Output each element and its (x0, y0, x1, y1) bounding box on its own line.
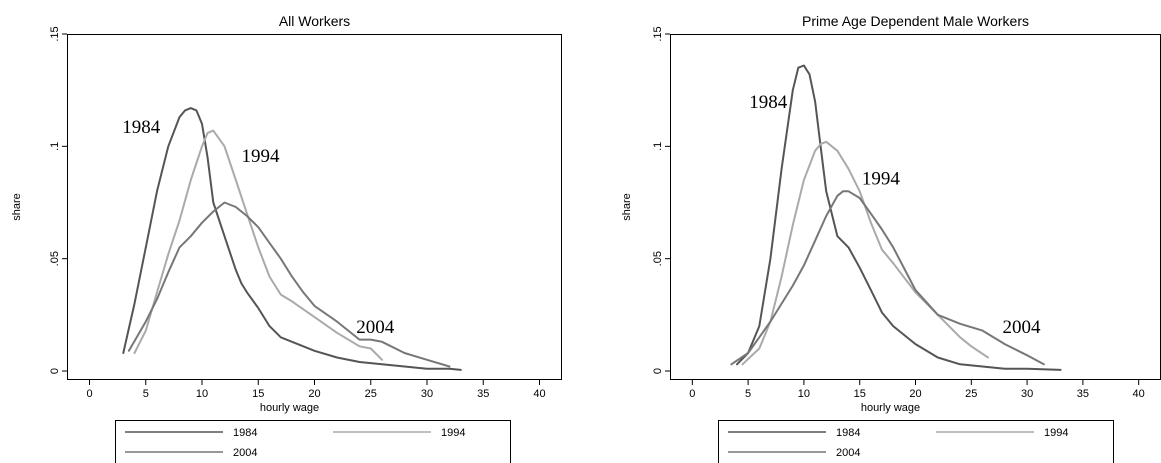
x-tick-label: 25 (365, 388, 377, 400)
chart-panel-1: All Workers 0 5 10 15 20 25 30 35 40 0 .05 .1 .15 hour… (11, 13, 562, 463)
plot-frame (670, 34, 1161, 380)
x-tick-label: 0 (689, 388, 695, 400)
plot-frame (67, 34, 562, 380)
x-tick-label: 20 (308, 388, 320, 400)
y-tick-label: .15 (652, 26, 664, 41)
annotation-1994: 1994 (242, 146, 281, 167)
annotation-1984: 1984 (749, 92, 788, 113)
chart-title: All Workers (279, 13, 350, 29)
y-tick-label: .05 (652, 251, 664, 266)
y-tick-label: 0 (652, 368, 664, 374)
annotation-1984: 1984 (122, 117, 161, 138)
x-axis-label: hourly wage (260, 402, 319, 414)
y-tick-label: .15 (49, 26, 61, 41)
x-tick-label: 40 (1133, 388, 1145, 400)
x-tick-label: 40 (533, 388, 545, 400)
y-axis-label: share (621, 193, 633, 221)
legend-label-1994: 1994 (441, 427, 465, 439)
legend-label-2004: 2004 (233, 447, 257, 459)
series-line-1994 (133, 129, 383, 361)
x-tick-label: 35 (477, 388, 489, 400)
annotation-2004: 2004 (1003, 317, 1042, 338)
x-tick-label: 10 (196, 388, 208, 400)
x-tick-label: 25 (965, 388, 977, 400)
legend-label-1984: 1984 (836, 427, 860, 439)
y-tick-label: .05 (49, 251, 61, 266)
x-tick-label: 30 (1021, 388, 1033, 400)
series-line-1984 (122, 107, 462, 371)
x-tick-label: 20 (909, 388, 921, 400)
legend-label-1984: 1984 (233, 427, 257, 439)
chart-title: Prime Age Dependent Male Workers (802, 13, 1029, 29)
x-tick-label: 15 (854, 388, 866, 400)
x-tick-label: 5 (143, 388, 149, 400)
x-tick-label: 5 (745, 388, 751, 400)
x-tick-label: 35 (1077, 388, 1089, 400)
series-line-1984 (736, 64, 1062, 371)
x-tick-label: 15 (252, 388, 264, 400)
x-tick-label: 30 (421, 388, 433, 400)
legend-box (718, 420, 1114, 463)
x-tick-label: 0 (86, 388, 92, 400)
legend-label-1994: 1994 (1044, 427, 1068, 439)
x-tick-label: 10 (798, 388, 810, 400)
annotation-1994: 1994 (862, 169, 901, 190)
series-line-2004 (730, 190, 1045, 366)
legend-label-2004: 2004 (836, 447, 860, 459)
chart-panel-2: Prime Age Dependent Male Workers 0 5 10 15 20… (621, 13, 1161, 463)
y-tick-label: .1 (652, 142, 664, 151)
annotation-2004: 2004 (356, 317, 395, 338)
y-tick-label: 0 (49, 368, 61, 374)
y-axis-label: share (11, 193, 23, 221)
y-tick-label: .1 (49, 142, 61, 151)
x-axis-label: hourly wage (861, 402, 920, 414)
series-line-2004 (127, 201, 451, 368)
legend-box (115, 420, 511, 463)
legend: 1984 1994 2004 (115, 420, 511, 463)
legend: 1984 1994 2004 (718, 420, 1114, 463)
